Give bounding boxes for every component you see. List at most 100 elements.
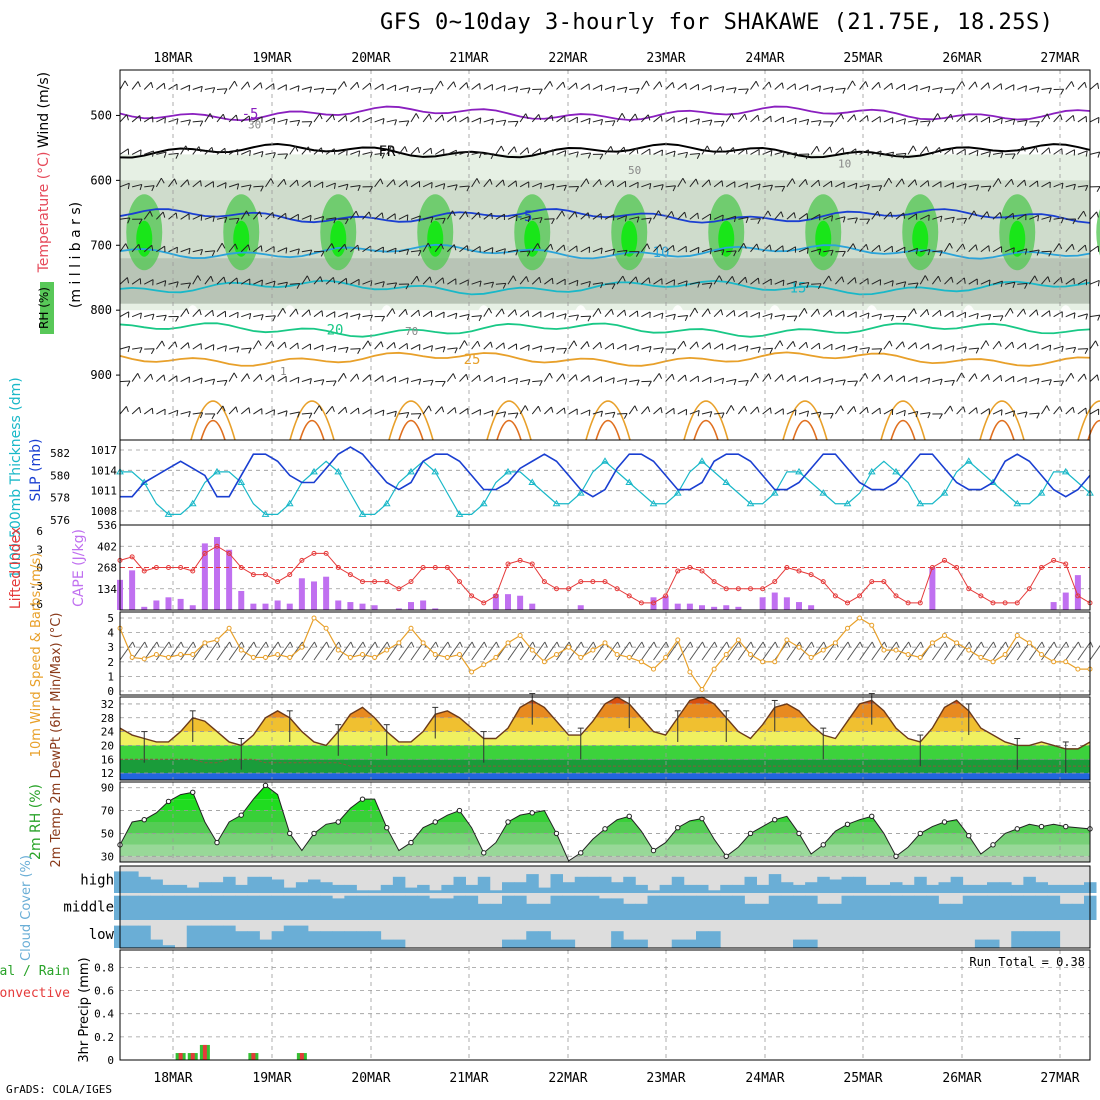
- upper-wind-barb-48-1-flag: [709, 119, 713, 126]
- upper-wind-barb-21-9: [374, 375, 384, 382]
- upper-wind-barb-57-7: [810, 308, 820, 317]
- upper-wind-barb-51-5-flag: [743, 243, 747, 249]
- upper-wind-barb-48-8: [701, 342, 712, 350]
- upper-wind-barb-37-10-staff: [568, 408, 578, 415]
- upper-wind-barb-0-7-staff: [119, 311, 129, 318]
- upper-wind-barb-17-0: [326, 88, 337, 95]
- cape-bar-11: [250, 603, 257, 610]
- upper-wind-barb-47-10-flag: [697, 410, 700, 417]
- upper-wind-barb-36-9-staff: [556, 373, 564, 382]
- upper-wind-barb-35-8-staff: [544, 346, 555, 350]
- upper-wind-barb-0-10: [119, 406, 129, 415]
- upper-wind-barb-55-1-staff: [786, 117, 797, 123]
- upper-wind-barb-20-3: [362, 186, 373, 192]
- cloud-middle-2: [138, 895, 151, 920]
- cloud-high-67: [926, 884, 939, 893]
- upper-wind-barb-53-6-flag: [770, 279, 772, 285]
- upper-wind-barb-65-2-staff: [907, 145, 914, 155]
- upper-wind-barb-56-6-staff: [798, 281, 809, 285]
- upper-wind-barb-73-9: [1004, 375, 1015, 383]
- upper-wind-barb-60-10-staff: [847, 406, 855, 415]
- upper-wind-barb-8-2-flag: [224, 148, 227, 155]
- upper-wind-barb-39-7-staff: [592, 308, 599, 317]
- upper-wind-barb-30-0: [483, 84, 493, 91]
- upper-wind-barb-60-5-flag: [852, 243, 857, 250]
- upper-wind-barb-68-1-staff: [944, 113, 952, 123]
- upper-wind-barb-73-6-flag: [1012, 282, 1016, 288]
- upper-wind-barb-42-9: [629, 379, 640, 386]
- upper-wind-barb-61-7: [859, 312, 870, 319]
- wind10-barb-32-flag: [520, 641, 524, 648]
- upper-wind-barb-40-8-flag: [612, 343, 615, 350]
- upper-wind-barb-13-3-flag: [283, 179, 287, 185]
- upper-wind-barb-31-4: [495, 213, 505, 220]
- upper-wind-barb-76-5: [1041, 250, 1052, 257]
- precip-ytick-label-0: 0: [107, 1054, 114, 1067]
- upper-wind-barb-58-1-flag: [829, 121, 834, 128]
- upper-wind-barb-72-6: [992, 280, 1003, 287]
- upper-wind-barb-68-4: [944, 216, 955, 223]
- upper-wind-barb-23-4: [398, 214, 409, 221]
- wind10-barb-56-staff: [798, 641, 813, 661]
- rh-ytick-label-1: 50: [101, 827, 114, 840]
- wind10-barb-26: [434, 641, 451, 661]
- upper-wind-barb-35-9-staff: [543, 372, 551, 382]
- upper-wind-barb-43-6-flag: [648, 277, 651, 284]
- dry-plume-40: [663, 305, 692, 446]
- upper-wind-barb-8-3: [216, 182, 227, 189]
- upper-wind-barb-8-5-staff: [216, 242, 223, 253]
- upper-wind-barb-39-10-staff: [592, 410, 603, 415]
- upper-wind-barb-56-6-flag: [806, 282, 810, 289]
- upper-wind-barb-1-10-staff: [131, 406, 140, 415]
- upper-wind-barb-8-7: [216, 310, 227, 318]
- upper-wind-barb-44-8-staff: [653, 347, 664, 350]
- wind10-barb-18-flag: [350, 641, 354, 648]
- upper-wind-barb-50-0: [726, 87, 737, 94]
- upper-wind-barb-76-2: [1041, 147, 1051, 155]
- upper-wind-barb-54-10-staff: [774, 408, 784, 415]
- upper-wind-barb-76-5-staff: [1041, 250, 1052, 253]
- upper-wind-barb-59-9: [835, 379, 846, 386]
- cloud-high-27: [441, 884, 454, 893]
- upper-wind-barb-38-7-flag: [587, 315, 592, 322]
- upper-wind-barb-47-9: [689, 375, 699, 382]
- upper-wind-barb-2-8: [144, 348, 155, 355]
- wind10-point-73: [1002, 652, 1008, 657]
- upper-wind-barb-1-5-flag: [138, 244, 142, 251]
- upper-wind-barb-23-1: [398, 120, 410, 127]
- upper-wind-barb-57-10: [811, 411, 822, 418]
- upper-wind-barb-47-1: [689, 118, 700, 125]
- upper-wind-barb-64-5: [895, 246, 906, 254]
- upper-wind-barb-74-1: [1017, 119, 1028, 126]
- upper-wind-barb-16-1-flag: [319, 113, 323, 120]
- upper-wind-barb-78-7-flag: [1073, 312, 1076, 319]
- temp-line: [119, 696, 1091, 750]
- upper-wind-barb-70-1: [968, 115, 978, 123]
- upper-wind-barb-67-6-flag: [937, 276, 942, 282]
- li-point-29: [469, 593, 475, 599]
- cape-ylabel: CAPE (J/kg): [71, 529, 87, 607]
- upper-wind-barb-67-7: [932, 309, 942, 318]
- cloud-high-41: [611, 882, 624, 893]
- upper-wind-barb-5-0-staff: [180, 84, 190, 90]
- wind10-point-69: [954, 640, 960, 646]
- upper-wind-barb-35-3: [544, 183, 555, 190]
- upper-wind-barb-0-1: [119, 114, 129, 123]
- upper-wind-barb-65-9: [907, 376, 918, 383]
- cloud-high-70: [962, 884, 976, 893]
- thickness-point-66: [916, 499, 925, 507]
- wind10-point-40: [602, 640, 608, 646]
- upper-wind-barb-9-10-flag: [235, 406, 239, 413]
- cloud-middle-35: [538, 903, 551, 920]
- upper-wind-barb-46-1-flag: [685, 117, 688, 124]
- upper-wind-barb-75-10-flag: [1036, 412, 1040, 419]
- upper-wind-barb-43-0-staff: [640, 80, 647, 90]
- upper-wind-barb-25-1-staff: [422, 113, 430, 123]
- upper-wind-barb-73-4-flag: [1012, 213, 1015, 220]
- upper-wind-barb-43-9: [641, 380, 652, 387]
- upper-wind-barb-38-9: [580, 375, 590, 382]
- cloud-low-46: [671, 939, 685, 948]
- upper-wind-barb-2-0-flag: [150, 82, 154, 89]
- upper-wind-barb-44-1: [653, 115, 663, 123]
- upper-wind-barb-17-1-flag: [332, 114, 336, 121]
